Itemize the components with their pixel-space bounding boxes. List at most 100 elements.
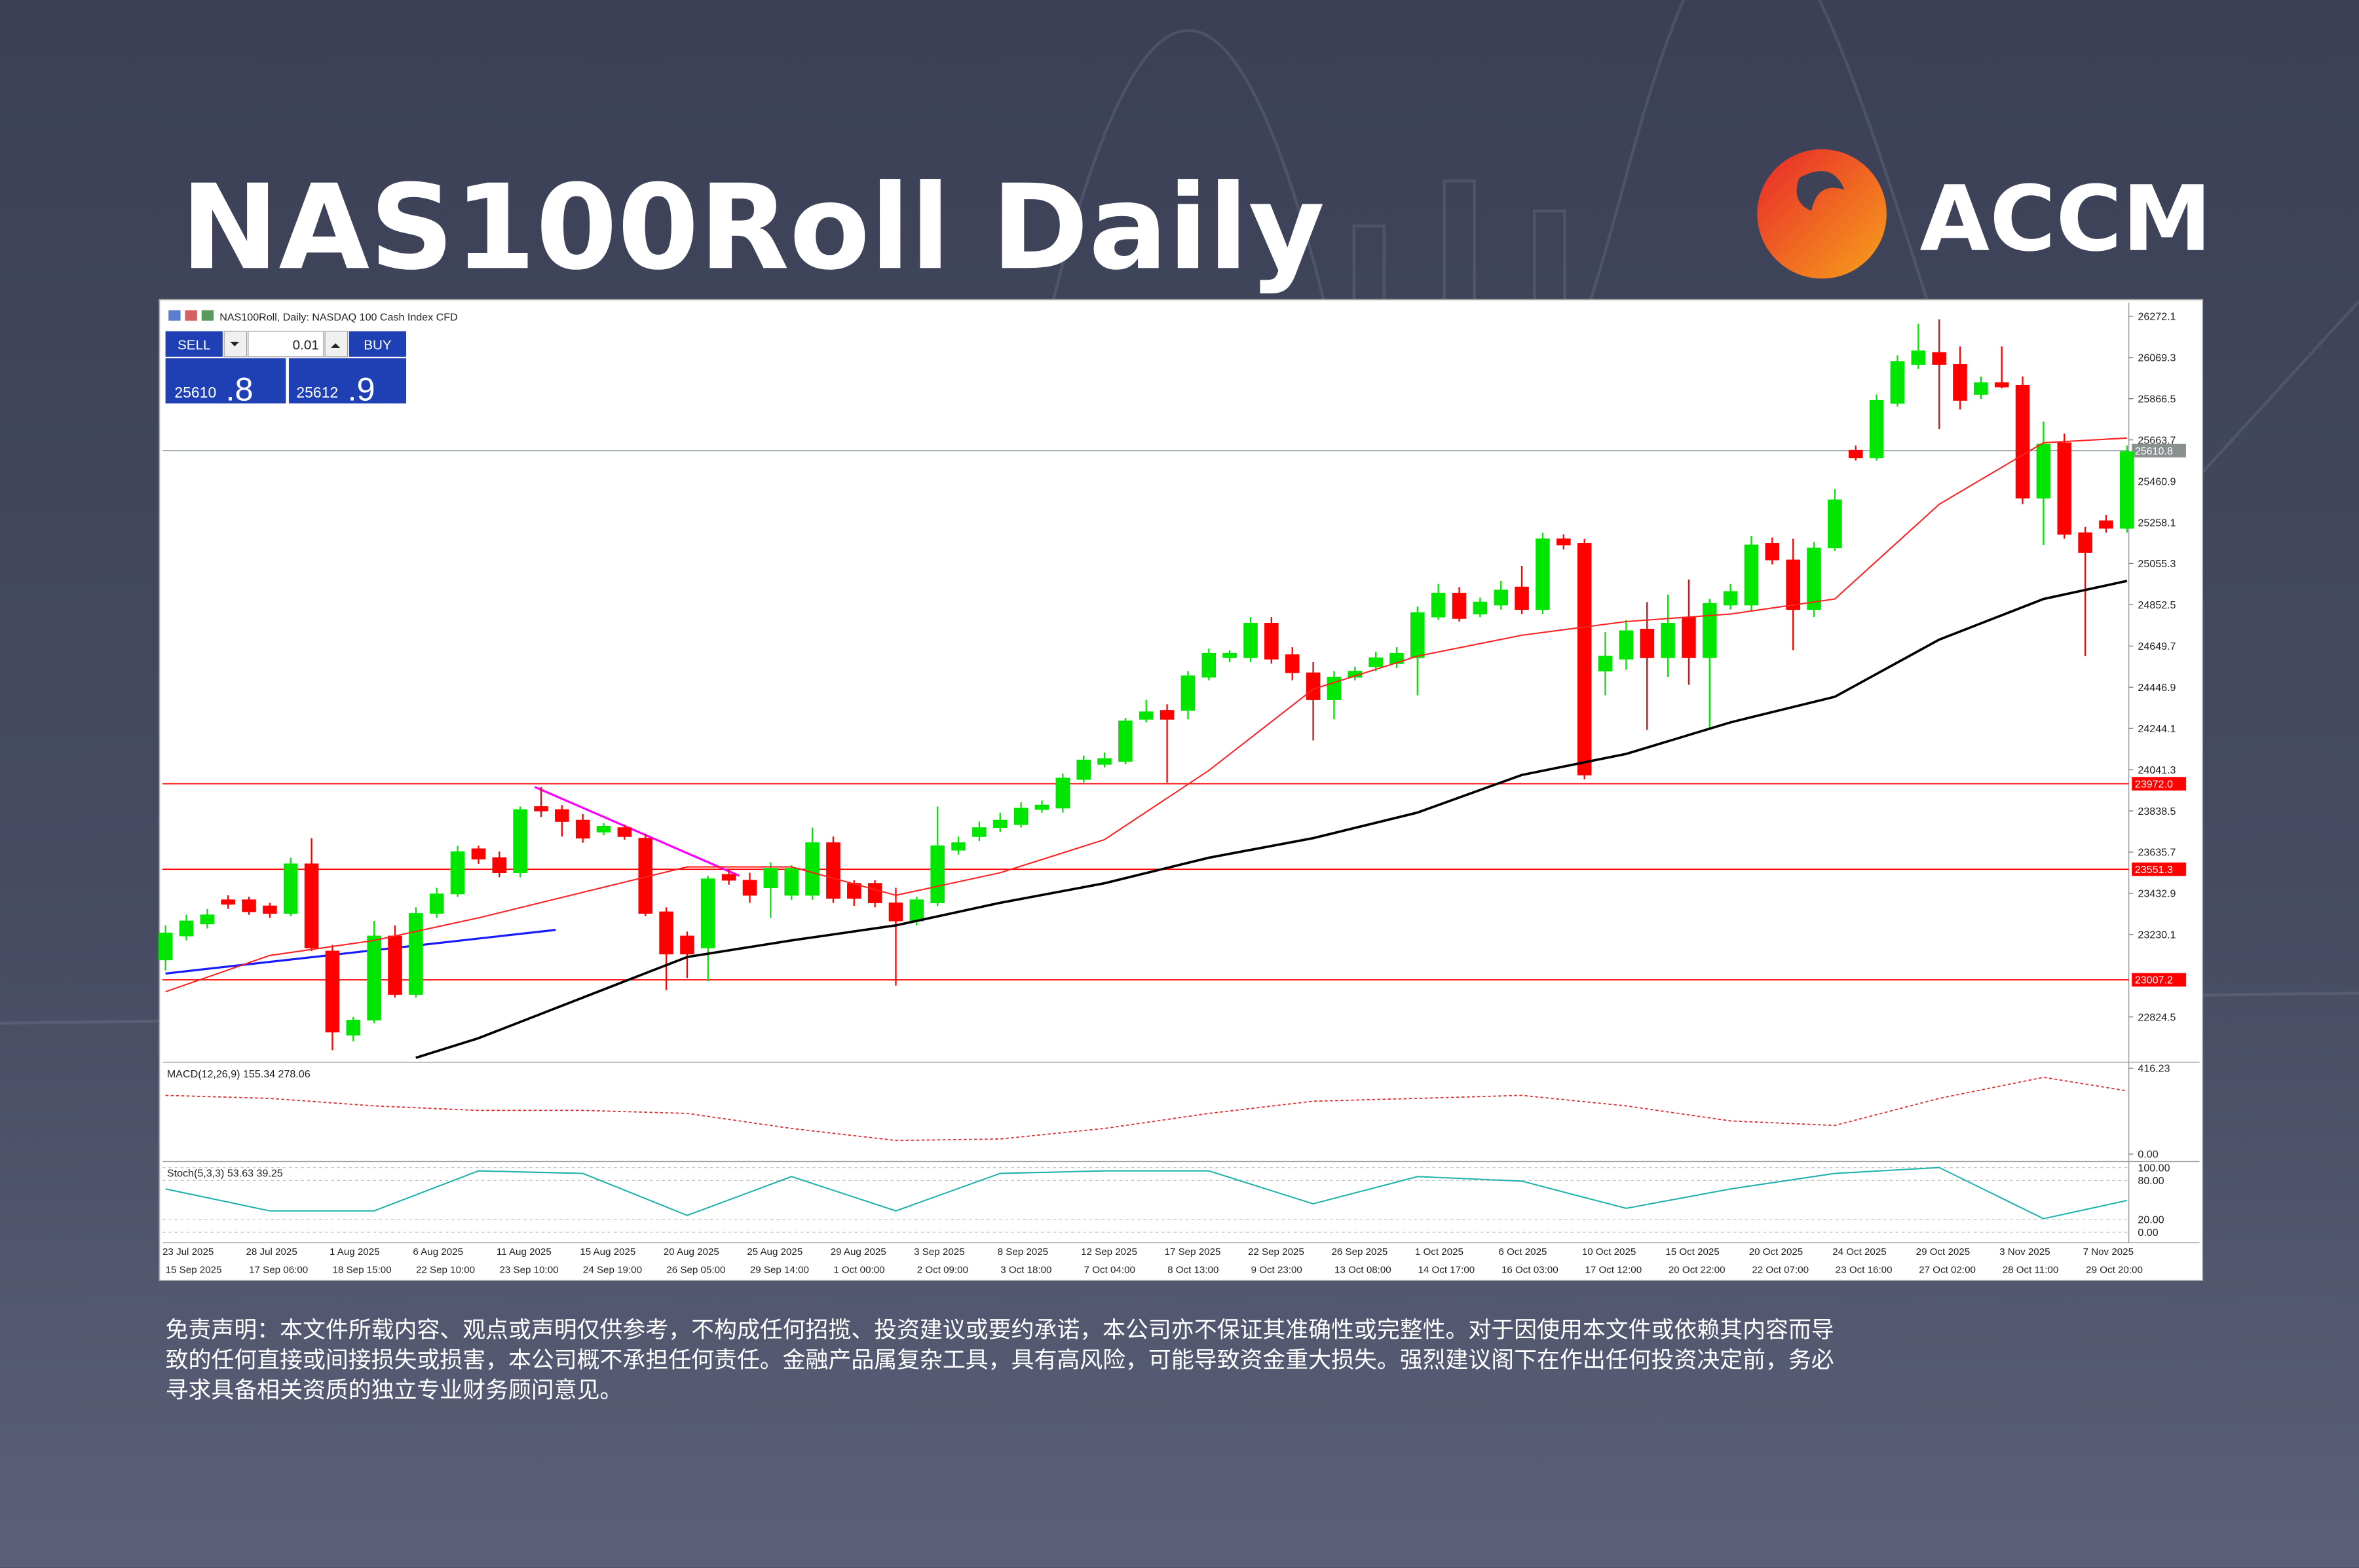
stoch-main	[165, 1167, 2128, 1220]
trade-panel[interactable]: SELL 0.01 BUY 25610 .8 25612 .9	[165, 331, 407, 408]
candle-body	[1828, 499, 1842, 549]
x-tick-label: 1 Oct 2025	[1415, 1246, 1463, 1258]
candle-body	[513, 809, 527, 873]
y-tick-label: 26069.3	[2138, 352, 2176, 364]
candle-body	[1076, 759, 1091, 780]
candle-body	[701, 878, 715, 948]
candle-body	[555, 809, 569, 822]
x-tick-label: 29 Aug 2025	[831, 1246, 886, 1258]
x-tick-label: 28 Jul 2025	[246, 1246, 297, 1258]
x-tick-label-secondary: 8 Oct 13:00	[1167, 1264, 1218, 1275]
current-price-tag	[2132, 443, 2186, 458]
candle-body	[1243, 623, 1258, 658]
x-tick-label: 26 Sep 2025	[1331, 1246, 1387, 1258]
candle-body	[283, 863, 298, 914]
candle-body	[1536, 538, 1550, 610]
candle-body	[1953, 364, 1967, 401]
candle-body	[805, 842, 820, 896]
candle-body	[1682, 616, 1696, 658]
candle-body	[1180, 675, 1196, 711]
candle-body	[1869, 400, 1884, 458]
y-tick-label: 24852.5	[2138, 599, 2176, 611]
logo-mark	[1757, 149, 1887, 279]
logo-cut	[1796, 171, 1845, 212]
buy-button[interactable]	[349, 331, 407, 357]
sell-price-box[interactable]	[165, 358, 286, 403]
candle-body	[263, 905, 277, 914]
disclaimer-line: 免责声明：本文件所载内容、观点或声明仅供参考，不构成任何招揽、投资建议或要约承诺…	[166, 1317, 1834, 1343]
level-label: 23551.3	[2135, 864, 2173, 876]
macd-label: MACD(12,26,9) 155.34 278.06	[167, 1068, 311, 1080]
candle-body	[1577, 543, 1592, 775]
x-tick-label: 3 Nov 2025	[1999, 1246, 2050, 1258]
candle-body	[2120, 451, 2134, 529]
x-tick-label-secondary: 7 Oct 04:00	[1084, 1264, 1135, 1275]
candle-body	[1160, 710, 1175, 720]
candle-body	[304, 863, 319, 948]
y-tick-label: 24649.7	[2138, 641, 2176, 652]
candle-body	[1911, 350, 1926, 365]
candle-body	[972, 827, 987, 837]
candle-body	[2078, 532, 2092, 553]
candle-body	[534, 806, 548, 812]
candle-body	[1327, 677, 1342, 700]
y-tick-label: 0.00	[2138, 1227, 2158, 1239]
volume-input[interactable]	[248, 331, 324, 358]
candle-body	[1494, 589, 1509, 606]
volume-down[interactable]	[223, 331, 248, 358]
x-tick-label-secondary: 2 Oct 09:00	[917, 1264, 968, 1275]
candle-body	[1515, 586, 1529, 610]
y-tick-label: 25663.7	[2138, 434, 2176, 446]
candle-body	[1556, 538, 1571, 546]
buy-price: 25612	[296, 384, 338, 401]
candle-body	[1702, 603, 1717, 658]
x-tick-label: 10 Oct 2025	[1582, 1246, 1636, 1258]
x-tick-label-secondary: 22 Oct 07:00	[1752, 1264, 1809, 1275]
y-tick-label: 26272.1	[2138, 311, 2176, 323]
x-tick-label: 15 Aug 2025	[580, 1246, 635, 1258]
candle-body	[409, 913, 423, 995]
candle-body	[492, 857, 507, 873]
x-tick-label: 22 Sep 2025	[1248, 1246, 1304, 1258]
icon	[201, 310, 214, 321]
candle-body	[596, 826, 611, 832]
moving-average	[165, 437, 2127, 993]
candle-body	[1431, 593, 1446, 618]
y-tick-label: 23838.5	[2138, 806, 2176, 817]
volume-up[interactable]	[324, 331, 349, 358]
candle-body	[2036, 443, 2051, 499]
candle-body	[930, 845, 945, 903]
buy-price-box[interactable]	[288, 358, 407, 403]
logo-text: ACCM	[1919, 167, 2212, 272]
x-tick-label: 8 Sep 2025	[998, 1246, 1048, 1258]
candle-body	[1055, 777, 1070, 809]
x-tick-label-secondary: 26 Sep 05:00	[666, 1264, 725, 1275]
sell-button[interactable]	[165, 331, 223, 357]
candle-body	[158, 932, 173, 961]
level-label: 23007.2	[2135, 975, 2173, 986]
candle-body	[826, 842, 840, 899]
y-tick-label: 24446.9	[2138, 682, 2176, 694]
candle-body	[388, 935, 402, 995]
candle-body	[346, 1020, 361, 1036]
candle-body	[1619, 630, 1634, 660]
candle-body	[200, 914, 215, 925]
candle-body	[1264, 623, 1279, 660]
candle-body	[1473, 601, 1488, 614]
level-tag	[2132, 777, 2186, 791]
x-tick-label-secondary: 29 Oct 20:00	[2086, 1264, 2143, 1275]
x-tick-label-secondary: 15 Sep 2025	[166, 1264, 222, 1275]
buy-price-pips: .9	[348, 370, 375, 407]
candle-body	[179, 920, 194, 937]
candle-body	[1723, 591, 1738, 606]
buy-label: BUY	[364, 337, 392, 352]
candle-body	[1410, 612, 1425, 658]
level-tag	[2132, 973, 2186, 987]
y-tick-label: 24041.3	[2138, 764, 2176, 776]
y-tick-label: 25460.9	[2138, 476, 2176, 487]
x-tick-label-secondary: 28 Oct 11:00	[2003, 1264, 2059, 1275]
candle-body	[1974, 382, 1988, 395]
y-tick-label: 24244.1	[2138, 723, 2176, 735]
toolbar: NAS100Roll, Daily: NASDAQ 100 Cash Index…	[168, 310, 458, 324]
candle-body	[1139, 711, 1154, 720]
